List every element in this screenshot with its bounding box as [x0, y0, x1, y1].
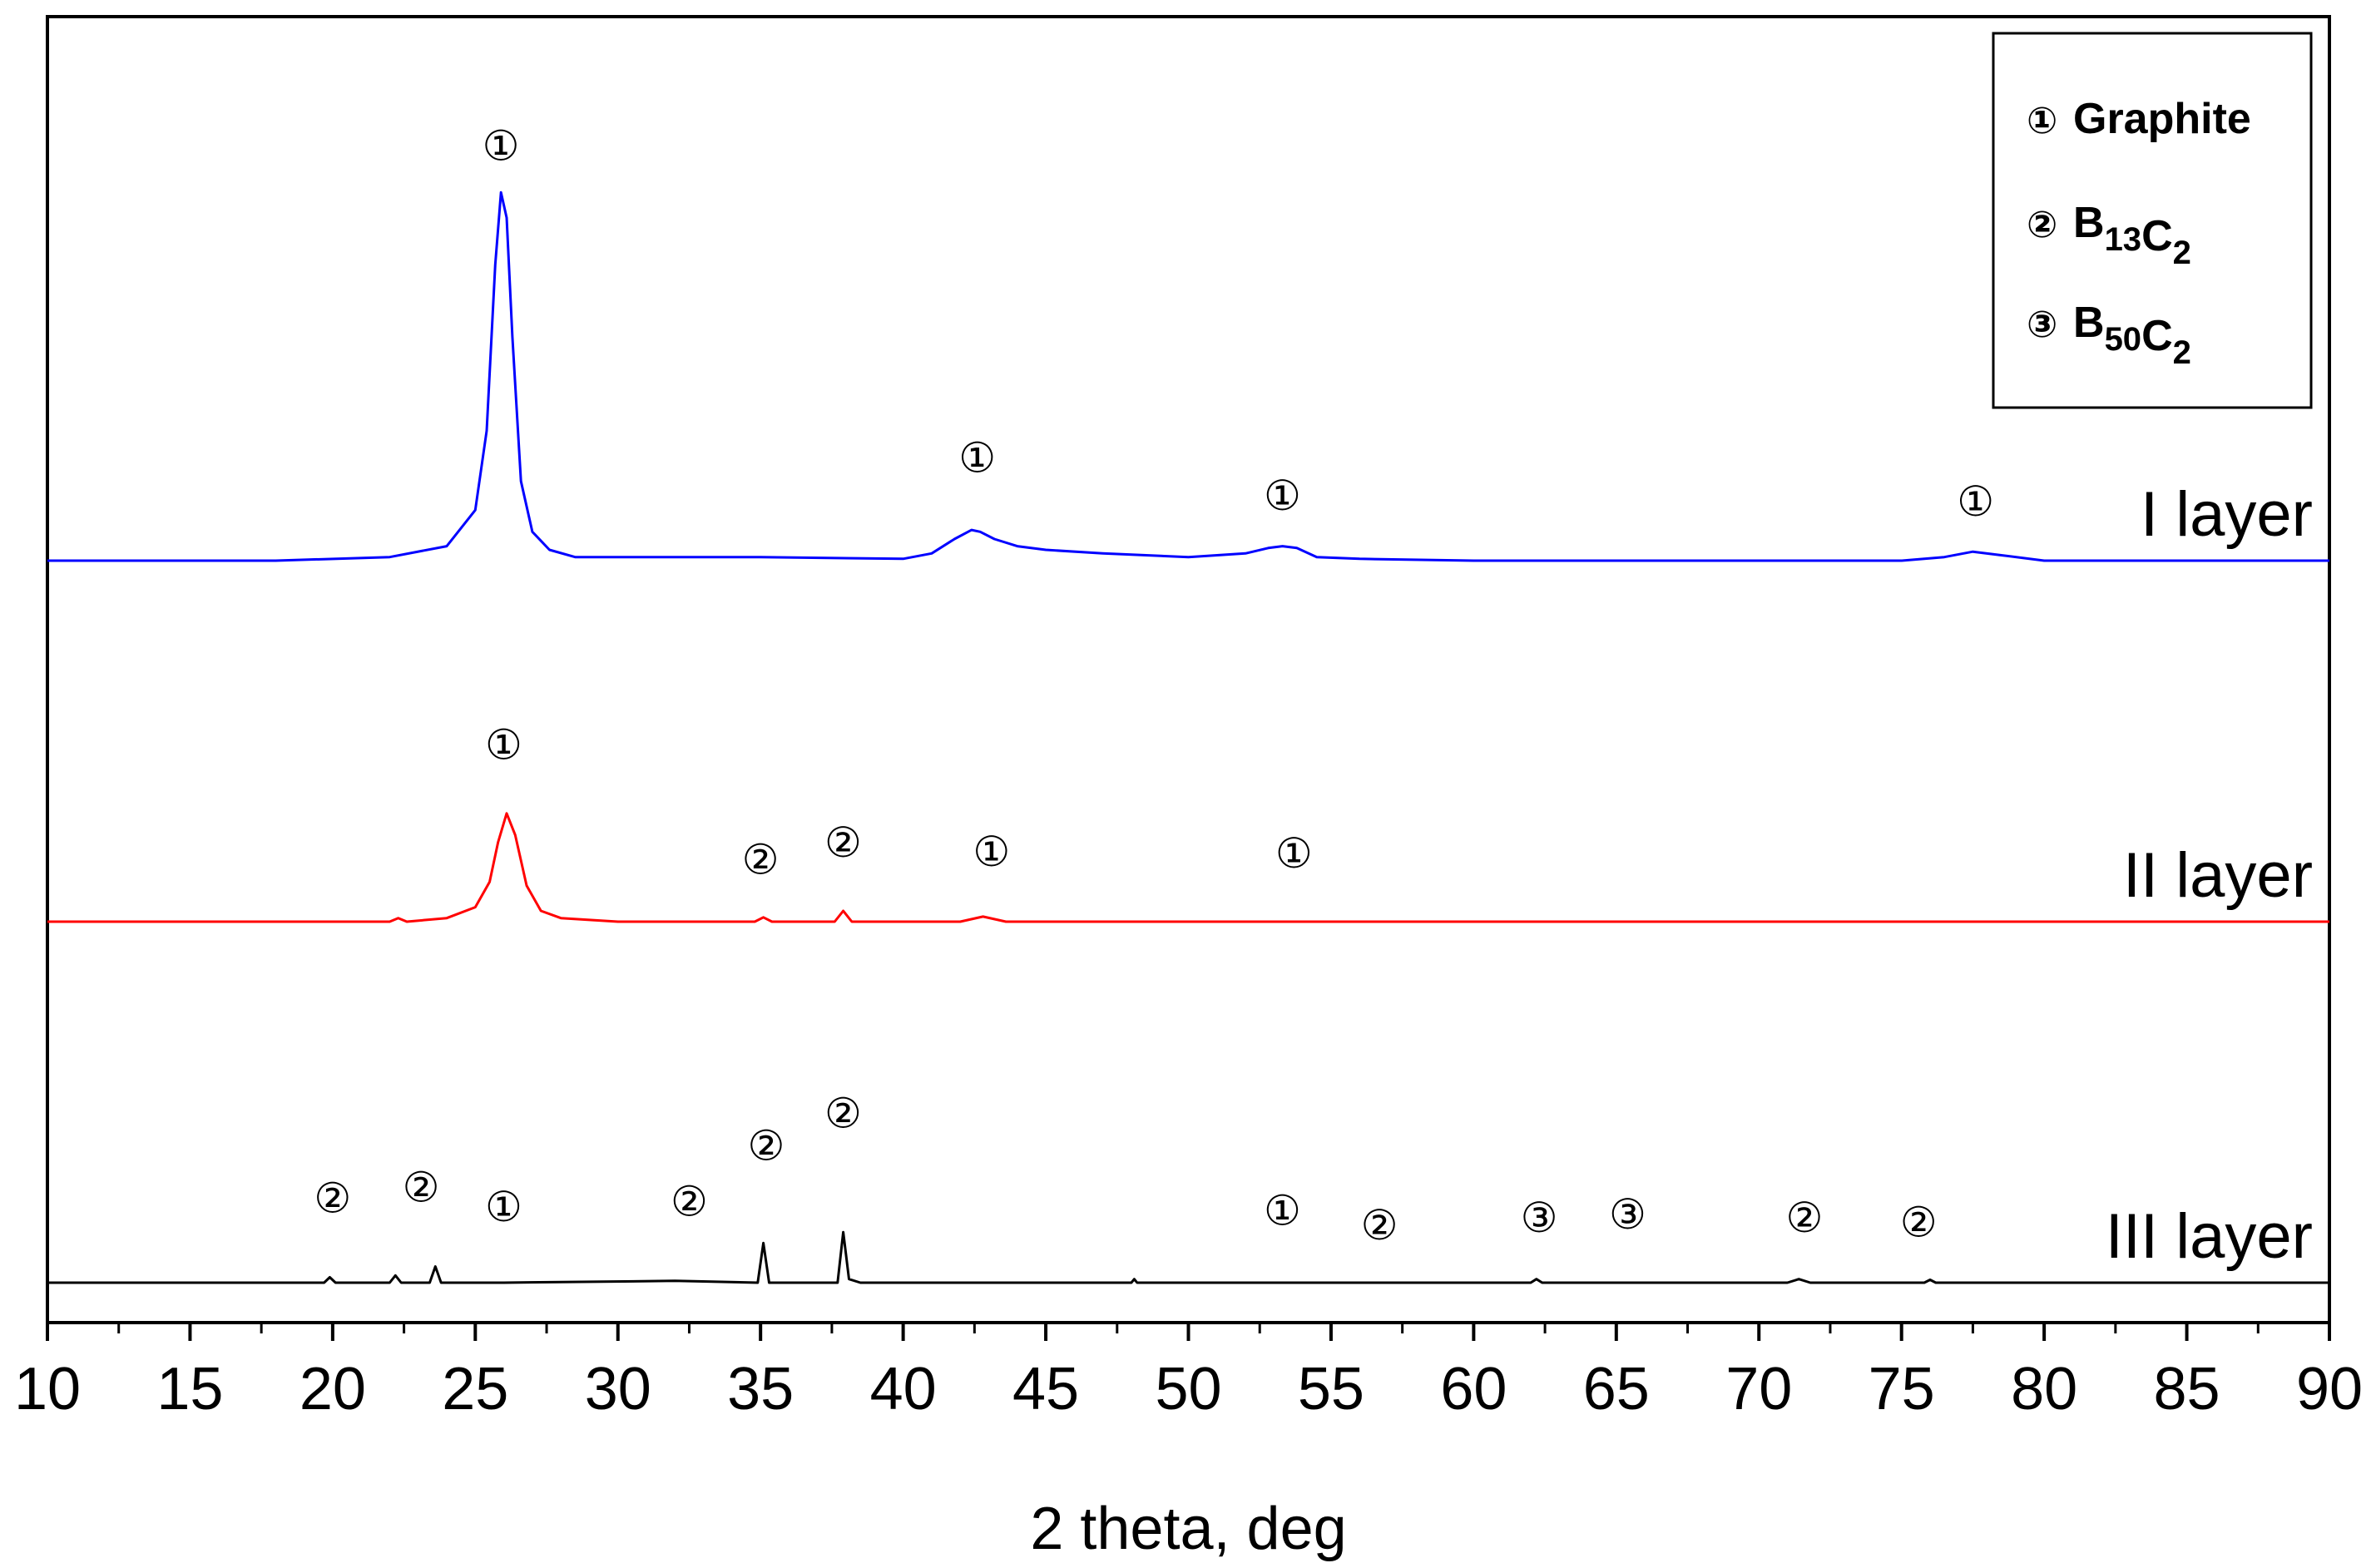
legend: ① Graphite ② B13C2 ③ B50C2	[1992, 32, 2313, 409]
peak-marker-4: ①	[1957, 477, 1994, 526]
peak-marker-2: ①	[958, 434, 996, 482]
peak-marker-11: ②	[403, 1163, 440, 1211]
layer-label-1: I layer	[2141, 479, 2313, 550]
peak-marker-19: ③	[1609, 1190, 1646, 1239]
x-axis: 10 15 20 25 30 35 40 45 50 55 60 65 70 75 80 85 90	[14, 1323, 2363, 1422]
peak-marker-3: ①	[1264, 472, 1301, 520]
legend-marker-3: ③	[2027, 304, 2057, 346]
peak-marker-12: ①	[485, 1183, 522, 1231]
legend-marker-2: ②	[2027, 204, 2057, 246]
x-tick-label: 40	[870, 1356, 937, 1422]
peak-marker-8: ①	[973, 828, 1010, 876]
peak-marker-10: ②	[314, 1174, 351, 1222]
x-tick-label: 60	[1440, 1356, 1507, 1422]
peak-marker-16: ①	[1264, 1187, 1301, 1235]
peak-marker-18: ③	[1521, 1194, 1558, 1242]
peak-marker-6: ②	[742, 836, 780, 884]
layer-label-2: II layer	[2123, 840, 2313, 911]
legend-label-3: B50C2	[2073, 299, 2191, 371]
x-tick-label: 75	[1869, 1356, 1935, 1422]
legend-label-1: Graphite	[2073, 95, 2251, 143]
series-line-2	[47, 812, 2329, 923]
x-tick-label: 30	[585, 1356, 651, 1422]
x-tick-label: 90	[2296, 1356, 2363, 1422]
x-axis-title: 2 theta, deg	[1030, 1496, 1346, 1562]
x-tick-label: 50	[1155, 1356, 1221, 1422]
peak-marker-5: ①	[485, 721, 522, 769]
series-line-3	[47, 1230, 2329, 1284]
layer-labels: I layer II layer III layer	[2106, 479, 2313, 1272]
peak-marker-13: ②	[671, 1178, 708, 1226]
x-tick-label: 85	[2154, 1356, 2220, 1422]
plot-frame	[46, 15, 2331, 1324]
peak-marker-14: ②	[748, 1121, 785, 1170]
series-group	[47, 190, 2329, 1284]
peak-marker-15: ②	[824, 1089, 862, 1137]
peak-marker-17: ②	[1361, 1201, 1398, 1249]
peak-marker-20: ②	[1786, 1194, 1824, 1242]
x-tick-label: 15	[156, 1356, 223, 1422]
legend-marker-1: ①	[2027, 100, 2057, 142]
x-tick-label: 25	[442, 1356, 508, 1422]
peak-marker-9: ①	[1275, 829, 1313, 878]
peak-marker-7: ②	[824, 819, 862, 867]
x-tick-label: 35	[727, 1356, 794, 1422]
series-line-1	[47, 190, 2329, 562]
x-tick-label: 45	[1012, 1356, 1079, 1422]
legend-label-2: B13C2	[2073, 199, 2191, 271]
peak-marker-21: ②	[1900, 1198, 1938, 1246]
x-tick-label: 70	[1725, 1356, 1792, 1422]
x-tick-label: 10	[14, 1356, 81, 1422]
x-tick-label: 80	[2011, 1356, 2077, 1422]
legend-box	[1992, 32, 2313, 409]
x-tick-label: 20	[299, 1356, 366, 1422]
x-tick-label: 55	[1298, 1356, 1364, 1422]
layer-label-3: III layer	[2106, 1201, 2313, 1272]
x-tick-label: 65	[1583, 1356, 1650, 1422]
peak-marker-1: ①	[483, 121, 520, 170]
